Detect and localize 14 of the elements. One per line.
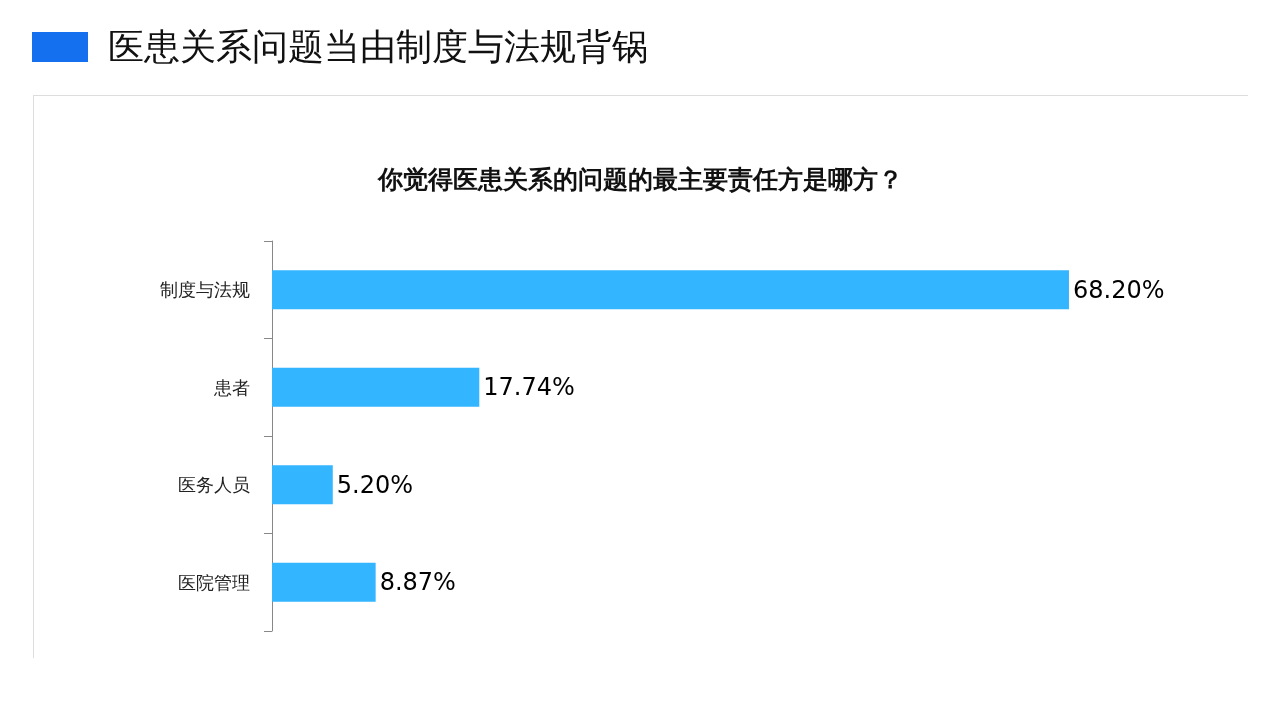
chart-title: 医患关系问题当由制度与法规背锅	[108, 25, 648, 69]
bar	[272, 562, 376, 602]
chart-subtitle: 你觉得医患关系的问题的最主要责任方是哪方？	[376, 165, 903, 194]
bar	[272, 367, 480, 407]
data-label: 5.20%	[336, 470, 414, 499]
data-label: 68.20%	[1072, 275, 1165, 304]
data-label: 17.74%	[483, 373, 575, 402]
bar	[272, 465, 333, 505]
data-label: 8.87%	[379, 568, 456, 597]
y-tick-label: 制度与法规	[160, 279, 250, 301]
bar	[272, 270, 1069, 310]
y-tick-label: 医务人员	[178, 474, 250, 496]
y-tick-label: 患者	[213, 376, 250, 398]
y-tick-label: 医院管理	[178, 571, 250, 593]
